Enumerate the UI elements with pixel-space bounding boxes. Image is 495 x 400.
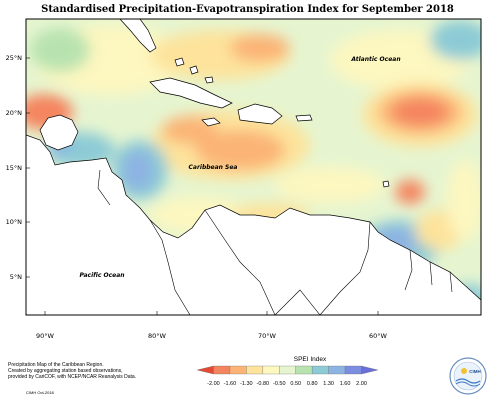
lon-label: 70°W xyxy=(258,332,277,340)
colorbar-swatch xyxy=(213,365,231,375)
place-label-pacific: Pacific Ocean xyxy=(79,272,124,279)
land-jamaica xyxy=(201,117,221,127)
land-puerto-rico xyxy=(295,114,313,122)
colorbar-tick-label: -1.30 xyxy=(240,381,253,387)
cimh-logo: CIMH xyxy=(449,357,487,395)
map-frame xyxy=(25,18,482,316)
country-borders xyxy=(97,169,453,315)
colorbar-swatch xyxy=(328,365,346,375)
lon-label: 60°W xyxy=(369,332,388,340)
land-bahamas xyxy=(174,57,214,84)
place-label-caribbean: Caribbean Sea xyxy=(189,164,238,171)
lat-label: 25°N xyxy=(6,54,23,62)
colorbar-swatch xyxy=(229,365,247,375)
colorbar-tick-label: -2.00 xyxy=(207,381,220,387)
colorbar-swatch xyxy=(344,365,362,375)
lon-label: 90°W xyxy=(36,332,55,340)
footer-stamp: CIMH Oct-2018 xyxy=(26,390,54,395)
colorbar-swatch xyxy=(262,365,280,375)
lat-label: 10°N xyxy=(6,218,23,226)
latitude-labels: 25°N 20°N 15°N 10°N 5°N xyxy=(6,54,30,281)
svg-text:CIMH: CIMH xyxy=(469,369,481,374)
longitude-labels: 90°W 80°W 70°W 60°W xyxy=(36,311,388,340)
colorbar-tick-label: -0.50 xyxy=(273,381,286,387)
map-title: Standardised Precipitation-Evapotranspir… xyxy=(41,4,454,15)
colorbar-tick-label: 0.80 xyxy=(307,381,318,387)
credit-line: Created by aggregating station based obs… xyxy=(8,368,123,374)
colorbar-tick-labels: -2.00 -1.60 -1.30 -0.80 -0.50 0.50 0.80 1.30 1.6… xyxy=(207,381,367,387)
colorbar-swatch xyxy=(246,365,263,375)
land-central-america xyxy=(26,134,481,315)
colorbar-tick-label: -0.80 xyxy=(257,381,270,387)
credit-line: provided by CariCOF, with NCEP/NCAR Rean… xyxy=(8,374,137,380)
place-labels: Atlantic Ocean Caribbean Sea Pacific Ocean xyxy=(79,56,400,279)
land-florida xyxy=(119,19,157,53)
credits-block: Precipitation Map of the Caribbean Regio… xyxy=(8,362,208,380)
spei-colorbar xyxy=(196,365,379,375)
land-hispaniola xyxy=(237,103,283,125)
colorbar-tick-label: 0.50 xyxy=(290,381,301,387)
land-cuba xyxy=(149,77,233,109)
legend-title: SPEI Index xyxy=(293,356,327,363)
colorbar-swatch xyxy=(361,365,379,375)
colorbar-tick-label: 1.30 xyxy=(323,381,334,387)
land-masses xyxy=(26,19,481,315)
colorbar-swatch xyxy=(312,365,329,375)
place-label-atlantic: Atlantic Ocean xyxy=(350,56,400,63)
colorbar-tick-label: 2.00 xyxy=(356,381,367,387)
lat-label: 5°N xyxy=(10,273,22,281)
colorbar-tick-label: -1.60 xyxy=(224,381,237,387)
colorbar-tick-label: 1.60 xyxy=(340,381,351,387)
credit-line: Precipitation Map of the Caribbean Regio… xyxy=(8,362,104,368)
lat-label: 20°N xyxy=(6,109,23,117)
land-trinidad xyxy=(382,180,390,188)
lat-label: 15°N xyxy=(6,164,23,172)
lon-label: 80°W xyxy=(148,332,167,340)
colorbar-swatch xyxy=(279,365,296,375)
land-yucatan xyxy=(39,114,79,151)
colorbar-swatch xyxy=(295,365,313,375)
